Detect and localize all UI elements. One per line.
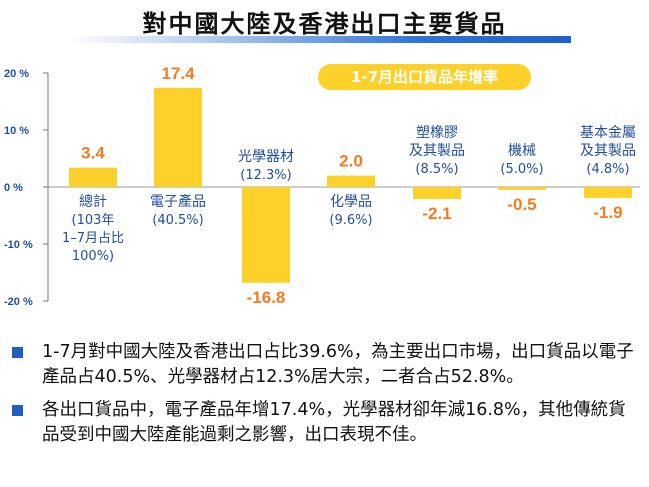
category-label: 總計 [79,193,107,210]
bullet-text: 各出口貨品中，電子產品年增17.4%，光學器材卻年減16.8%，其他傳統貨品受到… [42,400,626,445]
bar [327,175,375,187]
bar [413,187,461,199]
category-share-label: (9.6%) [329,213,372,228]
bar-value-label: -1.9 [593,203,622,222]
category-share-label: (5.0%) [500,162,543,177]
chart-legend: 1-7月出口貨品年增率 [318,64,531,90]
bar [69,167,117,187]
category-label: 塑橡膠及其製品 [409,125,465,159]
bullet-text: 1-7月對中國大陸及香港出口占比39.6%，為主要出口市場，出口貨品以電子產品占… [42,342,634,387]
bar-value-label: 17.4 [161,64,195,83]
y-tick-label: 20 % [4,68,29,80]
category-label: 機械 [508,143,536,159]
bar [242,187,290,283]
category-share-label: (40.5%) [152,213,203,228]
bar [498,187,546,190]
bar-value-label: -16.8 [247,288,286,307]
category-share-label: (12.3%) [240,168,291,183]
page-title: 對中國大陸及香港出口主要貨品 [142,10,507,38]
category-share-label: (8.5%) [415,162,458,177]
y-tick-label: 0 % [4,182,23,194]
bullet-item: 各出口貨品中，電子產品年增17.4%，光學器材卻年減16.8%，其他傳統貨品受到… [12,398,642,448]
bar [584,187,632,198]
summary-bullets: 1-7月對中國大陸及香港出口占比39.6%，為主要出口市場，出口貨品以電子產品占… [12,340,642,452]
bullet-item: 1-7月對中國大陸及香港出口占比39.6%，為主要出口市場，出口貨品以電子產品占… [12,340,642,390]
y-tick-label: 10 % [4,125,29,137]
category-share-label: (103年 1–7月占比 100%) [62,213,124,264]
bar-value-label: -0.5 [507,195,536,214]
category-share-label: (4.8%) [586,162,629,177]
title-underline [68,36,571,43]
category-label: 光學器材 [238,149,294,165]
bar-chart: 20 % 10 % 0 % -10 % -20 % 3.4 總計 (103年 1–7月占比 100… [4,64,640,308]
bullet-square-icon [12,405,23,416]
bar [154,87,202,187]
y-tick-label: -10 % [4,239,33,251]
bar-value-label: 3.4 [81,144,105,163]
bar-value-label: -2.1 [422,204,451,223]
category-label: 化學品 [330,194,372,210]
category-label: 電子產品 [150,193,206,210]
y-tick-label: -20 % [4,296,33,308]
bullet-square-icon [12,347,23,358]
category-label: 基本金屬及其製品 [580,124,636,159]
bar-value-label: 2.0 [339,152,363,171]
